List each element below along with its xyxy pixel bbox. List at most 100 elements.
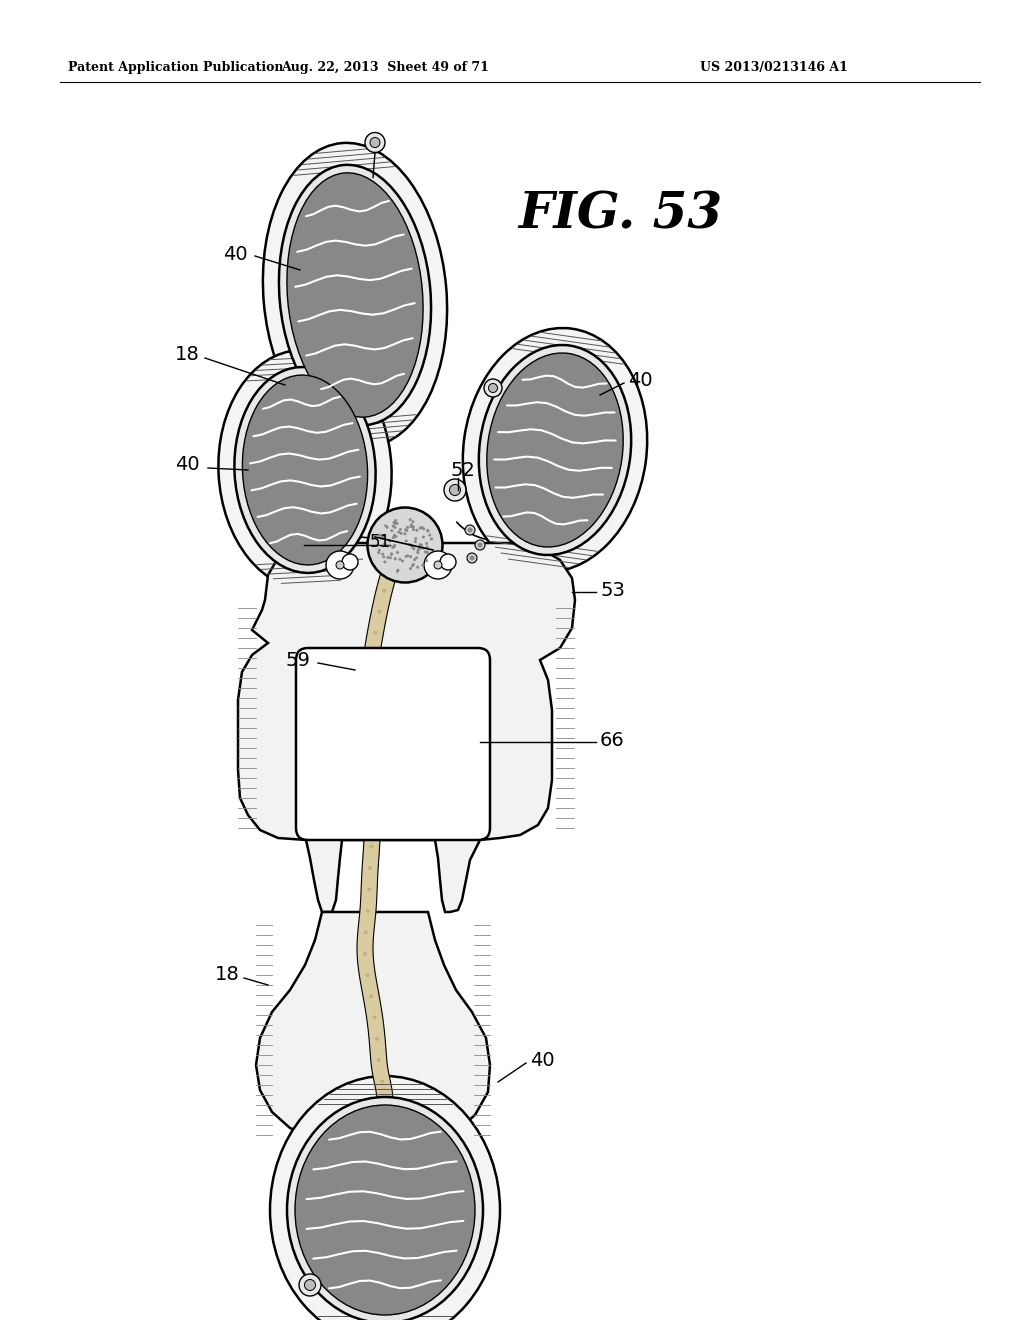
Ellipse shape [390,553,393,556]
Ellipse shape [382,589,386,593]
Ellipse shape [467,553,477,564]
Ellipse shape [378,533,381,537]
Ellipse shape [393,533,396,537]
Ellipse shape [287,173,423,417]
Ellipse shape [386,556,389,558]
Ellipse shape [404,540,408,543]
Ellipse shape [279,165,431,425]
Ellipse shape [412,520,415,523]
Ellipse shape [394,521,397,525]
Ellipse shape [392,524,394,528]
Ellipse shape [367,694,371,698]
Ellipse shape [373,1015,377,1019]
Ellipse shape [398,558,401,561]
Ellipse shape [369,994,373,998]
Ellipse shape [422,528,425,531]
Ellipse shape [404,528,408,531]
Ellipse shape [415,556,418,560]
Ellipse shape [381,536,384,539]
Ellipse shape [411,565,414,568]
Ellipse shape [378,549,381,552]
Polygon shape [357,568,397,1101]
Text: 51: 51 [370,533,390,550]
Ellipse shape [422,536,425,539]
Ellipse shape [401,560,404,562]
Ellipse shape [408,543,411,546]
Ellipse shape [375,1036,379,1040]
Text: FIG. 53: FIG. 53 [518,190,722,239]
Text: 40: 40 [530,1051,555,1069]
Ellipse shape [393,521,396,524]
Ellipse shape [421,564,424,566]
Ellipse shape [383,561,386,564]
Ellipse shape [366,909,370,913]
Ellipse shape [425,560,428,562]
Ellipse shape [412,525,415,528]
Ellipse shape [396,569,399,572]
Ellipse shape [410,556,413,558]
Ellipse shape [370,824,374,828]
Ellipse shape [424,550,452,579]
Ellipse shape [465,525,475,535]
Ellipse shape [450,484,461,495]
Ellipse shape [420,544,423,546]
Text: 40: 40 [628,371,652,389]
Ellipse shape [410,523,413,527]
Ellipse shape [391,546,394,549]
Ellipse shape [382,556,385,558]
Ellipse shape [425,543,428,545]
Ellipse shape [484,379,502,397]
Polygon shape [295,389,365,521]
Ellipse shape [368,866,372,870]
Ellipse shape [434,561,442,569]
Text: Patent Application Publication: Patent Application Publication [68,62,284,74]
Ellipse shape [368,507,442,582]
Ellipse shape [444,479,466,502]
Ellipse shape [365,132,385,153]
Text: Aug. 22, 2013  Sheet 49 of 71: Aug. 22, 2013 Sheet 49 of 71 [281,62,488,74]
Ellipse shape [414,540,417,543]
Ellipse shape [409,519,412,521]
Ellipse shape [479,345,631,554]
Ellipse shape [295,1105,475,1315]
Ellipse shape [416,566,419,569]
Ellipse shape [365,780,369,784]
Ellipse shape [410,544,413,546]
Ellipse shape [417,552,420,554]
Ellipse shape [342,554,358,570]
Ellipse shape [419,527,422,529]
Ellipse shape [414,537,417,540]
Ellipse shape [218,350,391,590]
Ellipse shape [381,553,384,556]
Ellipse shape [364,759,368,763]
Ellipse shape [419,543,422,546]
Ellipse shape [409,568,412,570]
Text: US 2013/0213146 A1: US 2013/0213146 A1 [700,62,848,74]
Ellipse shape [387,544,390,548]
Ellipse shape [426,529,429,532]
Ellipse shape [287,1097,483,1320]
Ellipse shape [404,554,408,558]
Text: 59: 59 [285,651,310,669]
Ellipse shape [382,535,385,537]
Ellipse shape [412,564,415,566]
Ellipse shape [394,535,397,539]
Text: 52: 52 [450,461,475,479]
Ellipse shape [407,554,410,557]
Ellipse shape [395,521,398,525]
Ellipse shape [412,528,415,531]
Ellipse shape [364,931,368,935]
Ellipse shape [384,524,387,527]
Ellipse shape [486,352,624,546]
Ellipse shape [426,550,429,554]
Ellipse shape [396,550,399,554]
Ellipse shape [425,550,428,554]
Ellipse shape [413,558,416,561]
Ellipse shape [370,137,380,148]
Ellipse shape [380,1080,384,1084]
Ellipse shape [364,952,367,956]
Text: 40: 40 [175,455,200,474]
Ellipse shape [393,544,396,546]
Ellipse shape [384,543,387,546]
Ellipse shape [399,528,401,531]
